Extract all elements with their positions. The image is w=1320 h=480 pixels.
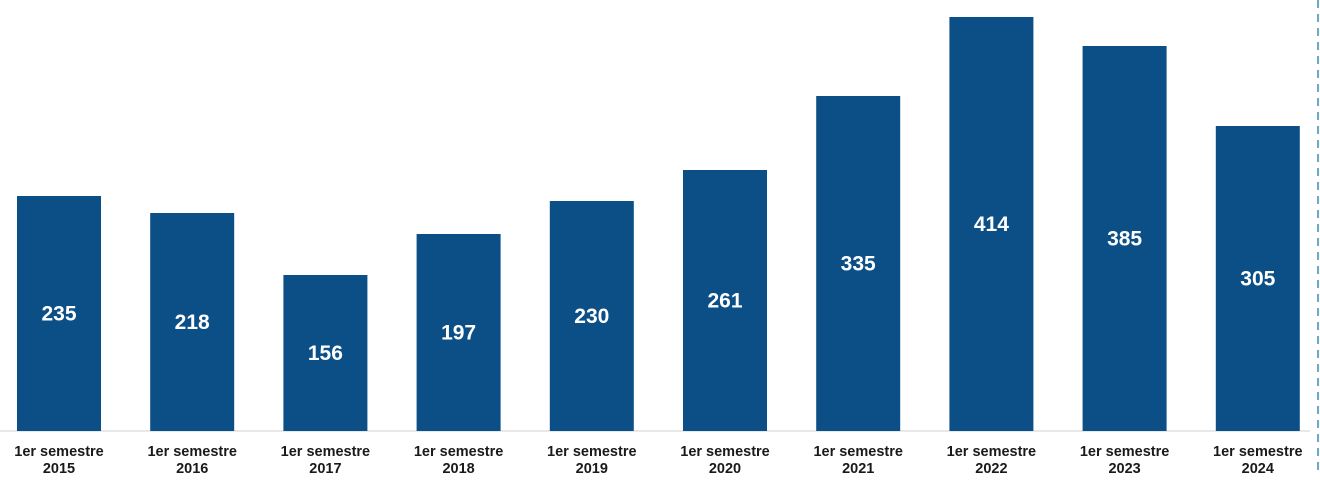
bar-value-label: 261 <box>707 290 742 313</box>
x-tick-label-line2: 2018 <box>442 461 474 475</box>
x-tick-label-line1: 1er semestre <box>1080 444 1170 460</box>
x-tick-label-line2: 2020 <box>709 461 741 475</box>
x-tick-label-line1: 1er semestre <box>414 444 504 460</box>
x-tick-label-line2: 2016 <box>176 461 208 475</box>
x-tick-label-line1: 1er semestre <box>281 444 371 460</box>
x-tick-label-line2: 2015 <box>43 461 75 475</box>
x-tick-label-line1: 1er semestre <box>813 444 903 460</box>
x-tick-label-line1: 1er semestre <box>680 444 770 460</box>
x-tick-label-line2: 2024 <box>1242 461 1274 475</box>
x-tick-label-line1: 1er semestre <box>547 444 637 460</box>
x-tick-label-line1: 1er semestre <box>14 444 104 460</box>
x-tick-label-line1: 1er semestre <box>147 444 237 460</box>
x-tick-label-line2: 2023 <box>1108 461 1140 475</box>
x-tick-label-line2: 2022 <box>975 461 1007 475</box>
x-tick-label-line2: 2017 <box>309 461 341 475</box>
bar-value-label: 385 <box>1107 228 1142 251</box>
x-tick-label-line1: 1er semestre <box>1213 444 1303 460</box>
x-tick-label-line1: 1er semestre <box>947 444 1037 460</box>
bar-value-label: 197 <box>441 322 476 345</box>
bar-value-label: 235 <box>41 303 76 326</box>
bar-value-label: 414 <box>974 213 1009 236</box>
bar-value-label: 305 <box>1240 268 1275 291</box>
x-tick-label-line2: 2021 <box>842 461 874 475</box>
bar-value-label: 335 <box>841 253 876 276</box>
x-tick-label-line2: 2019 <box>576 461 608 475</box>
bar-value-label: 230 <box>574 305 609 328</box>
bars-layer <box>17 17 1300 431</box>
bar-value-label: 156 <box>308 342 343 365</box>
bar-value-label: 218 <box>175 311 210 334</box>
